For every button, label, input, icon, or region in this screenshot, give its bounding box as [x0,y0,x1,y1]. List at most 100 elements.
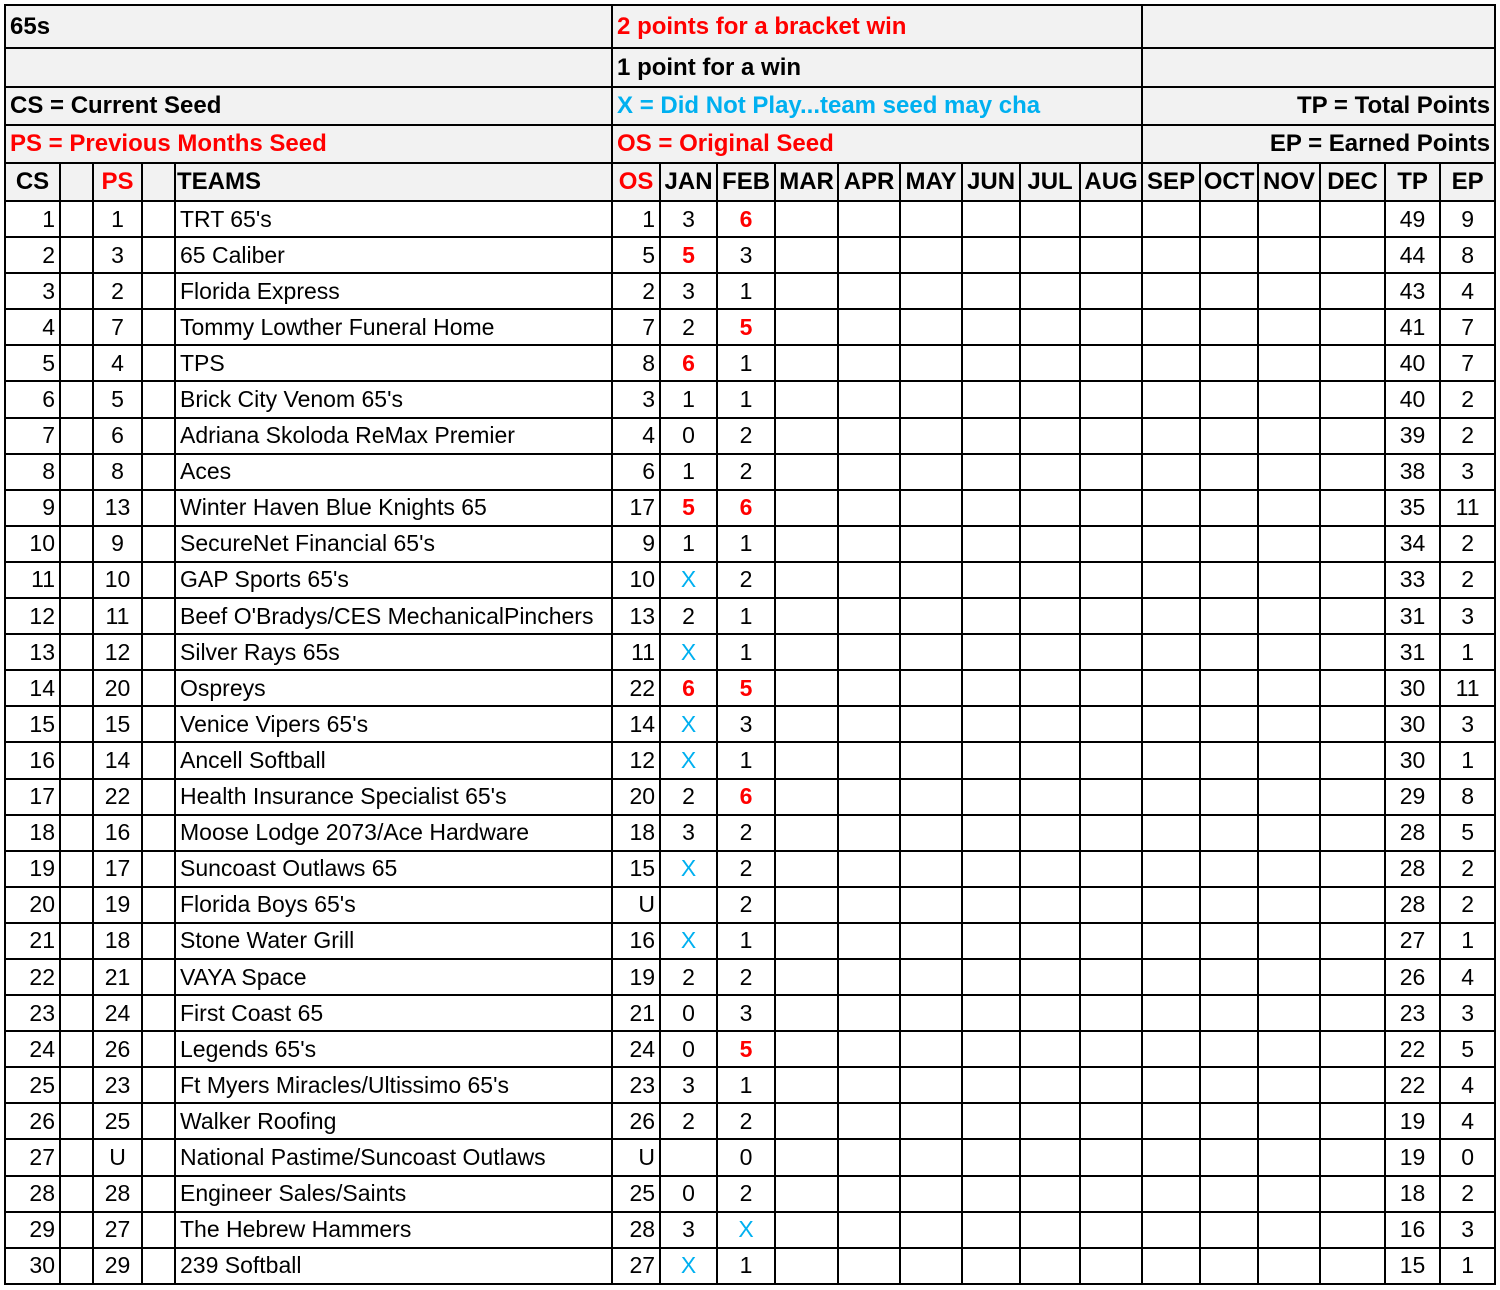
feb-cell[interactable]: 3 [716,236,777,275]
dec-cell[interactable] [1319,560,1387,600]
cs-cell[interactable]: 19 [4,849,61,888]
empty-cell[interactable] [59,1066,94,1105]
jun-cell[interactable] [961,669,1022,708]
jan-cell[interactable]: 1 [659,380,719,419]
jun-cell[interactable] [961,199,1022,239]
sep-cell[interactable] [1141,452,1202,491]
dec-cell[interactable] [1319,994,1387,1033]
oct-cell[interactable] [1199,597,1260,636]
feb-cell[interactable]: 3 [716,705,777,744]
jul-cell[interactable] [1019,272,1082,311]
nov-cell[interactable] [1257,199,1322,239]
tp-cell[interactable]: 22 [1384,1066,1442,1105]
nov-cell[interactable] [1257,1102,1322,1141]
aug-cell[interactable] [1079,1210,1144,1249]
dec-cell[interactable] [1319,380,1387,419]
apr-cell[interactable] [837,1210,902,1249]
feb-cell[interactable]: 2 [716,416,777,455]
mar-cell[interactable] [774,813,840,852]
empty-cell[interactable] [59,633,94,672]
apr-cell[interactable] [837,488,902,527]
cs-cell[interactable]: 6 [4,380,61,419]
may-cell[interactable] [899,1102,964,1141]
team-name-cell[interactable]: Stone Water Grill [175,922,613,959]
ep-cell[interactable]: 3 [1439,597,1497,636]
tp-cell[interactable]: 28 [1384,849,1442,888]
cs-cell[interactable]: 29 [4,1210,61,1249]
jun-cell[interactable] [961,272,1022,311]
may-cell[interactable] [899,1210,964,1249]
apr-cell[interactable] [837,1138,902,1177]
column-header-jul[interactable]: JUL [1019,162,1082,202]
feb-cell[interactable]: 1 [716,1246,777,1285]
ep-cell[interactable]: 3 [1439,994,1497,1033]
ps-cell[interactable]: 6 [92,416,143,455]
cs-cell[interactable]: 4 [4,308,61,347]
os-cell[interactable]: 5 [611,236,662,275]
ps-cell[interactable]: 5 [92,380,143,419]
may-cell[interactable] [899,669,964,708]
ps-cell[interactable]: 23 [92,1066,143,1105]
os-cell[interactable]: 16 [611,921,662,960]
aug-cell[interactable] [1079,488,1144,527]
oct-cell[interactable] [1199,1210,1260,1249]
os-cell[interactable]: 28 [611,1210,662,1249]
os-cell[interactable]: 23 [611,1066,662,1105]
aug-cell[interactable] [1079,994,1144,1033]
dec-cell[interactable] [1319,1246,1387,1285]
empty-cell[interactable] [141,308,176,347]
may-cell[interactable] [899,1066,964,1105]
nov-cell[interactable] [1257,633,1322,672]
jan-cell[interactable]: 0 [659,994,719,1033]
jun-cell[interactable] [961,1138,1022,1177]
ep-cell[interactable]: 3 [1439,1210,1497,1249]
cs-cell[interactable]: 9 [4,488,61,527]
empty-cell[interactable] [1141,4,1497,49]
team-name-cell[interactable]: Moose Lodge 2073/Ace Hardware [175,814,613,851]
nov-cell[interactable] [1257,885,1322,924]
dec-cell[interactable] [1319,1174,1387,1213]
mar-cell[interactable] [774,1138,840,1177]
empty-cell[interactable] [141,199,176,239]
dec-cell[interactable] [1319,1210,1387,1249]
may-cell[interactable] [899,633,964,672]
nov-cell[interactable] [1257,849,1322,888]
jan-cell[interactable]: 2 [659,308,719,347]
dec-cell[interactable] [1319,885,1387,924]
os-cell[interactable]: 6 [611,452,662,491]
empty-cell[interactable] [141,1174,176,1213]
feb-cell[interactable]: 2 [716,452,777,491]
ps-cell[interactable]: 14 [92,741,143,780]
jun-cell[interactable] [961,597,1022,636]
nov-cell[interactable] [1257,488,1322,527]
jul-cell[interactable] [1019,1138,1082,1177]
feb-cell[interactable]: 1 [716,597,777,636]
dec-cell[interactable] [1319,669,1387,708]
oct-cell[interactable] [1199,199,1260,239]
os-cell[interactable]: 13 [611,597,662,636]
cs-cell[interactable]: 22 [4,957,61,997]
column-header-jan[interactable]: JAN [659,162,719,202]
may-cell[interactable] [899,597,964,636]
sep-cell[interactable] [1141,1102,1202,1141]
legend-cs[interactable]: CS = Current Seed [3,86,614,126]
empty-cell[interactable] [141,849,176,888]
may-cell[interactable] [899,741,964,780]
mar-cell[interactable] [774,849,840,888]
empty-cell[interactable] [59,669,94,708]
team-name-cell[interactable]: TRT 65's [175,201,613,238]
os-cell[interactable]: 24 [611,1030,662,1069]
nov-cell[interactable] [1257,560,1322,600]
cs-cell[interactable]: 23 [4,994,61,1033]
aug-cell[interactable] [1079,272,1144,311]
sep-cell[interactable] [1141,921,1202,960]
empty-cell[interactable] [59,597,94,636]
may-cell[interactable] [899,272,964,311]
ps-cell[interactable]: 22 [92,777,143,816]
tp-cell[interactable]: 39 [1384,416,1442,455]
nov-cell[interactable] [1257,597,1322,636]
sep-cell[interactable] [1141,560,1202,600]
os-cell[interactable]: 3 [611,380,662,419]
ps-cell[interactable]: U [92,1138,143,1177]
jan-cell[interactable]: X [659,1246,719,1285]
